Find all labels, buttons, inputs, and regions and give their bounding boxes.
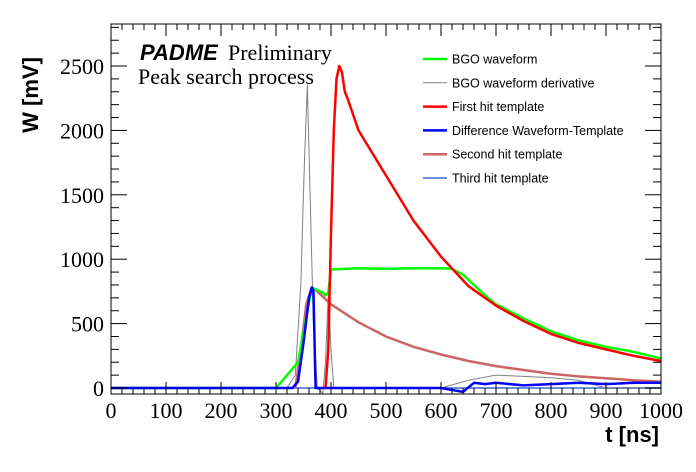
x-tick-label: 1000 — [639, 398, 683, 423]
x-tick-label: 200 — [205, 398, 238, 423]
x-tick-label: 700 — [480, 398, 513, 423]
y-tick-label: 1500 — [60, 183, 104, 208]
x-tick-label: 300 — [260, 398, 293, 423]
ticks-layer — [110, 24, 662, 394]
series-line-second-hit-template — [294, 286, 662, 389]
legend-label: BGO waveform — [452, 53, 537, 67]
x-tick-label: 400 — [315, 398, 348, 423]
y-tick-label: 500 — [71, 312, 104, 337]
series-layer — [111, 64, 662, 394]
series-line-bgo-waveform — [111, 266, 662, 390]
y-tick-label: 2000 — [60, 118, 104, 143]
x-axis-title: t [ns] — [605, 422, 659, 447]
status-label: Preliminary — [228, 40, 332, 65]
subtitle-label: Peak search process — [138, 64, 314, 89]
legend: BGO waveform BGO waveform derivative First… — [423, 53, 624, 186]
x-tick-label: 900 — [590, 398, 623, 423]
x-tick-label: 500 — [370, 398, 403, 423]
y-tick-label: 1000 — [60, 247, 104, 272]
legend-label: First hit template — [452, 100, 544, 114]
legend-label: Third hit template — [452, 172, 549, 186]
series-line-first-hit-template — [324, 64, 662, 389]
legend-label: Second hit template — [452, 148, 563, 162]
tick-labels: 0 100 200 300 400 500 600 700 800 900 1000 0 500 1000… — [60, 54, 683, 423]
y-tick-label: 0 — [93, 376, 104, 401]
y-tick-label: 2500 — [60, 54, 104, 79]
x-tick-label: 100 — [150, 398, 183, 423]
legend-label: BGO waveform derivative — [452, 76, 594, 90]
x-tick-label: 800 — [535, 398, 568, 423]
x-tick-label: 600 — [425, 398, 458, 423]
experiment-label: PADME — [140, 40, 219, 65]
y-axis-title: W [mV] — [18, 57, 43, 133]
legend-label: Difference Waveform-Template — [452, 124, 624, 138]
x-tick-label: 0 — [106, 398, 117, 423]
